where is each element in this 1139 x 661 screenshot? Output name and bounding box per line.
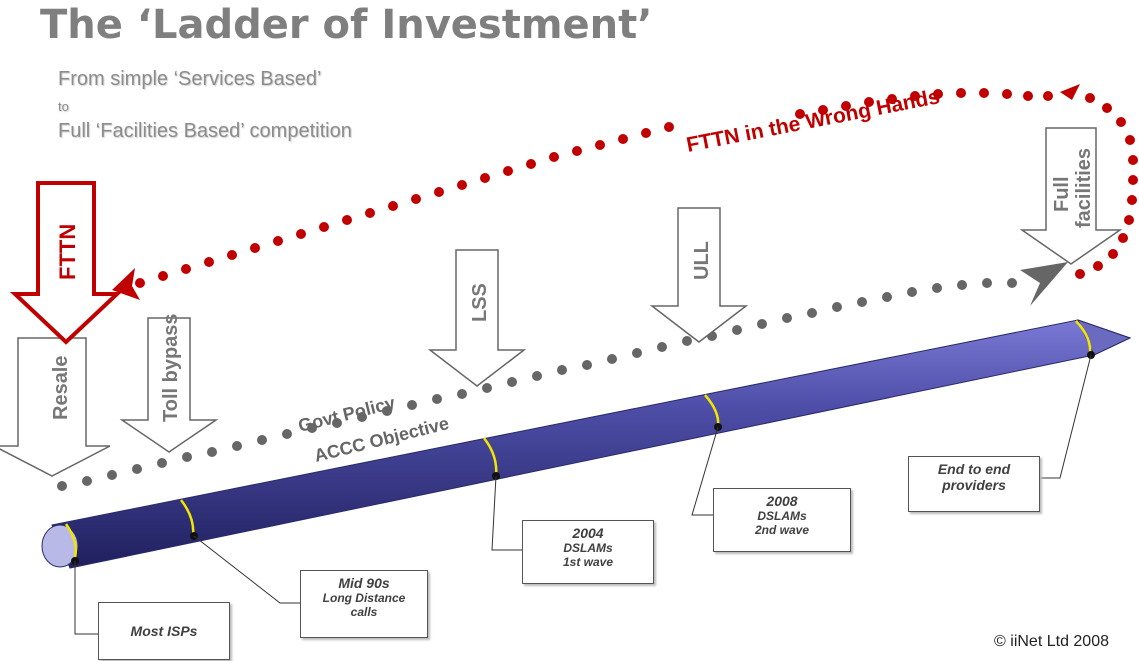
milestone-2008: 2008 DSLAMs 2nd wave xyxy=(713,488,851,552)
leader-lines xyxy=(74,354,1092,635)
grey-dotted-path xyxy=(57,262,1068,491)
arrow-toll-bypass: Toll bypass xyxy=(119,313,219,453)
arrow-toll-bypass-label: Toll bypass xyxy=(160,313,182,422)
milestone-2008-line2: 2nd wave xyxy=(754,523,810,537)
copyright: © iiNet Ltd 2008 xyxy=(994,633,1109,650)
milestone-2008-line1: DSLAMs xyxy=(757,509,807,523)
arrow-resale-label: Resale xyxy=(50,356,72,421)
milestone-2004: 2004 DSLAMs 1st wave xyxy=(522,520,654,584)
arrow-ull: ULL xyxy=(649,207,749,343)
milestone-end-to-end: End to end providers xyxy=(908,456,1040,512)
milestone-most-isps: Most ISPs xyxy=(98,602,230,660)
arrow-full-facilities: Full facilities xyxy=(1019,127,1123,265)
arrow-lss-label: LSS xyxy=(469,283,491,322)
milestone-mid90s-year: Mid 90s xyxy=(338,575,390,591)
timeline-pipe xyxy=(41,319,1132,569)
milestone-2004-line1: DSLAMs xyxy=(563,541,613,555)
curve-label: FTTN in the Wrong Hands xyxy=(685,85,942,157)
arrow-ull-label: ULL xyxy=(691,241,713,280)
arrow-fttn: FTTN xyxy=(9,181,123,345)
arrow-fttn-label: FTTN xyxy=(55,224,80,280)
milestone-most-isps-label: Most ISPs xyxy=(130,623,198,639)
arrow-lss: LSS xyxy=(427,249,527,387)
milestone-mid90s-line1: Long Distance xyxy=(322,591,406,605)
arrow-full-label: Full xyxy=(1051,176,1073,212)
milestone-2004-line2: 1st wave xyxy=(562,555,614,569)
milestone-end-line2: providers xyxy=(942,477,1006,493)
subtitle-line3: Full ‘Facilities Based’ competition xyxy=(58,120,352,142)
red-dotted-curve xyxy=(112,84,1138,300)
arrow-facilities-label: facilities xyxy=(1073,148,1095,228)
milestone-mid90s: Mid 90s Long Distance calls xyxy=(300,570,428,638)
milestone-mid90s-line2: calls xyxy=(350,605,378,619)
subtitle-line2: to xyxy=(58,99,69,114)
arrow-resale: Resale xyxy=(0,337,111,477)
page-title: The ‘Ladder of Investment’ xyxy=(40,2,653,48)
milestone-2004-year: 2004 xyxy=(572,525,604,541)
milestone-2008-year: 2008 xyxy=(766,493,798,509)
subtitle-line1: From simple ‘Services Based’ xyxy=(58,68,322,90)
milestone-end-line1: End to end xyxy=(937,461,1011,477)
